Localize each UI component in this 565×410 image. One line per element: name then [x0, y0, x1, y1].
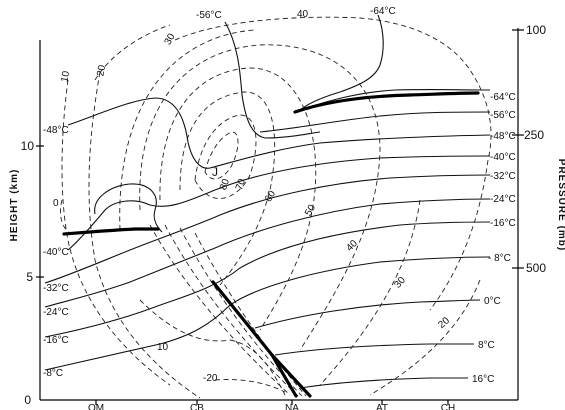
isotherm-minus64-top: [297, 14, 384, 113]
isotach-80: [204, 131, 239, 180]
station-label-ch: CH: [441, 403, 455, 410]
wind-label-10-low: 10: [157, 342, 169, 353]
temp-label-right-minus24: -24°C: [490, 194, 516, 205]
station-label-na: NA: [285, 403, 299, 410]
isotach-0: [59, 199, 71, 234]
wind-label-10-left: 10: [59, 70, 72, 83]
wind-label-50: 50: [303, 203, 318, 219]
isotherms: [44, 14, 491, 389]
isotherm-minus32: [44, 174, 491, 284]
height-tick-label-0: 0: [24, 393, 31, 407]
isotachs: [59, 16, 492, 399]
temp-label-right-minus48: -48°C: [490, 131, 516, 142]
isotach-40-top: [174, 16, 492, 161]
wind-label-minus20: -20: [203, 373, 218, 384]
temp-label-right-16: 16°C: [472, 374, 494, 385]
isotherm-0: [254, 299, 481, 329]
isotach-40-mid: [139, 44, 381, 351]
height-tick-label-10: 10: [21, 139, 35, 153]
temp-label-left-minus8: -8°C: [43, 368, 63, 379]
isotach-minus20: [214, 379, 286, 393]
isotherm-minus56-top: [224, 21, 321, 139]
left-axis-label: HEIGHT (km): [9, 169, 20, 242]
front-upper-tropopause: [293, 91, 480, 114]
temp-label-left-minus48: -48°C: [43, 125, 69, 136]
temp-label-right-minus8: - 8°C: [488, 253, 511, 264]
isotherm-tropopause-loop: [94, 183, 163, 233]
wind-label-60: 60: [263, 189, 278, 205]
wind-label-70: 70: [234, 177, 248, 192]
temp-label-right-minus64: -64°C: [490, 92, 516, 103]
temp-label-right-minus56: -56°C: [490, 110, 516, 121]
front-frontal-zone: [211, 280, 312, 398]
isotach-30-top: [94, 24, 489, 311]
isotherm-minus40: [67, 155, 491, 251]
pressure-tick-label-500: 500: [526, 261, 546, 275]
temp-label-right-minus40: -40°C: [490, 152, 516, 163]
wind-label-30-mid: 30: [392, 275, 408, 291]
jet-core-label: J: [212, 165, 218, 179]
isotach-20-low: [369, 279, 481, 396]
wind-label-20-low: 20: [436, 315, 452, 331]
pressure-tick-label-250: 250: [524, 128, 544, 142]
temp-label-left-minus40: -40°C: [43, 247, 69, 258]
wind-label-30-top: 30: [163, 31, 178, 47]
front-surface-segment: [270, 353, 298, 398]
temp-label-left-minus32: -32°C: [43, 283, 69, 294]
wind-label-0: 0: [53, 198, 59, 209]
station-label-at: AT: [376, 403, 388, 410]
fronts: [62, 91, 480, 398]
isotach-50: [159, 67, 317, 331]
wind-label-40-mid: 40: [344, 238, 360, 254]
wind-label-20-left: 20: [95, 64, 108, 77]
temp-label-top-minus56: -56°C: [196, 10, 222, 21]
station-label-om: OM: [88, 403, 104, 410]
temp-label-right-minus16: -16°C: [490, 218, 516, 229]
isotach-20-left: [88, 71, 201, 399]
wind-label-80: 80: [218, 177, 232, 192]
isotherm-minus24: [44, 198, 491, 308]
axis-frame: [36, 28, 524, 405]
front-lower-tropopause: [62, 227, 160, 236]
isotherm-minus8: [44, 256, 491, 371]
temp-label-right-8: 8°C: [478, 340, 495, 351]
isotach-frontal-bundle: [149, 224, 307, 397]
temp-label-right-0: 0°C: [484, 296, 501, 307]
pressure-tick-label-100: 100: [526, 23, 546, 37]
height-tick-label-5: 5: [26, 270, 33, 284]
temp-label-left-minus16: -16°C: [43, 335, 69, 346]
temp-label-left-minus24: -24°C: [43, 307, 69, 318]
isotherm-minus56: [259, 111, 491, 133]
temp-label-right-minus32: -32°C: [490, 171, 516, 182]
station-label-cb: CB: [190, 403, 204, 410]
temp-label-top-minus64: -64°C: [370, 6, 396, 17]
isotherm-16: [299, 377, 468, 389]
isotherm-minus16: [44, 221, 491, 338]
isotherm-8: [274, 343, 474, 356]
wind-label-40-top: 40: [297, 9, 309, 20]
isotach-70: [194, 114, 257, 199]
right-axis-label: PRESSURE (mb): [556, 159, 565, 251]
isotach-30-mid: [119, 29, 421, 386]
isotherm-minus64: [299, 89, 491, 111]
